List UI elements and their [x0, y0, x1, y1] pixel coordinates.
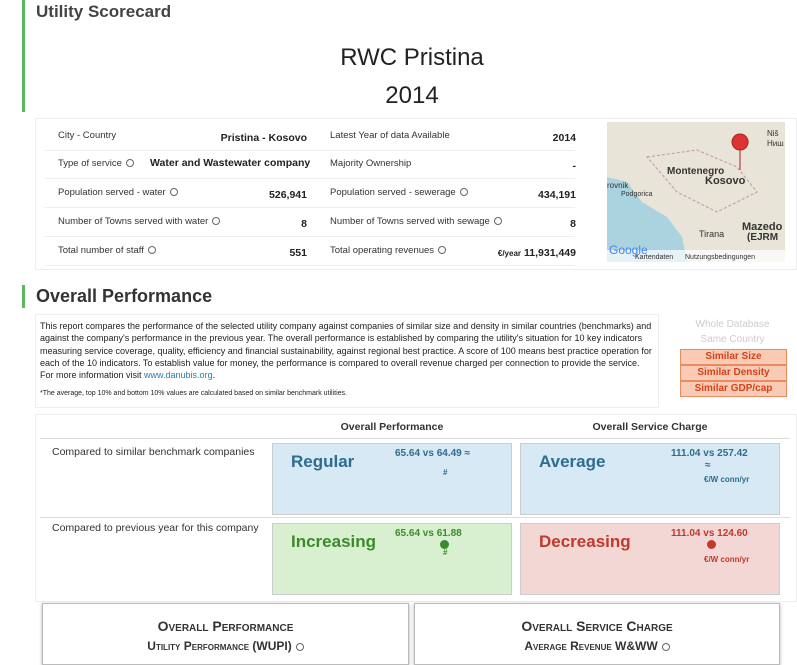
sign: ≈	[705, 460, 711, 471]
card-subtitle-text: Utility Performance (WUPI)	[147, 639, 291, 653]
info-icon[interactable]	[438, 246, 446, 254]
info-value: 434,191	[470, 189, 576, 201]
map-label: Niš	[767, 129, 779, 138]
info-value: 551	[150, 247, 307, 259]
info-label-text: Population served - sewerage	[330, 187, 456, 198]
filter-button[interactable]: Similar Size	[680, 349, 787, 365]
map-label: Ниш	[767, 139, 784, 148]
description-end: .	[213, 370, 216, 380]
filter-button[interactable]: Same Country	[680, 333, 785, 347]
card-title: Overall Service Charge	[415, 618, 779, 634]
status: Average	[539, 452, 605, 472]
result-box: Decreasing 111.04 vs 124.60 €/W conn/yr	[520, 523, 780, 595]
map-label: rovnik	[607, 181, 629, 190]
value: 8	[570, 218, 576, 230]
status: Decreasing	[539, 532, 631, 552]
values: 111.04 vs 257.42	[671, 448, 748, 459]
info-icon[interactable]	[662, 643, 670, 651]
values: 65.64 vs 64.49 ≈	[395, 448, 470, 459]
info-label-text: Type of service	[58, 158, 122, 169]
info-value: 8	[150, 218, 307, 230]
row-label: Compared to previous year for this compa…	[52, 522, 259, 534]
trend-icon	[707, 540, 716, 549]
description: This report compares the performance of …	[40, 320, 652, 381]
info-value: 526,941	[150, 189, 307, 201]
info-icon[interactable]	[460, 188, 468, 196]
info-icon[interactable]	[126, 159, 134, 167]
card[interactable]: Overall Performance Utility Performance (…	[42, 603, 409, 665]
value: -	[573, 160, 577, 172]
status: Regular	[291, 452, 354, 472]
info-value: 2014	[470, 132, 576, 144]
accent-bar	[22, 285, 25, 308]
info-value: -	[470, 160, 576, 172]
card-subtitle: Utility Performance (WUPI)	[43, 639, 408, 653]
filter-button[interactable]: Similar Density	[680, 365, 787, 381]
value: 2014	[553, 132, 576, 144]
info-label: Total operating revenues	[330, 245, 446, 256]
value: 11,931,449	[524, 247, 576, 259]
divider	[40, 438, 790, 439]
value: 434,191	[538, 189, 576, 201]
unit: €/W conn/yr	[704, 475, 749, 484]
info-label-text: Latest Year of data Available	[330, 130, 450, 141]
info-value: Pristina - Kosovo	[150, 132, 307, 144]
info-label: Total number of staff	[58, 245, 156, 256]
utility-name: RWC Pristina	[0, 44, 797, 72]
map-label: Nutzungsbedingungen	[685, 254, 755, 261]
info-label-text: Majority Ownership	[330, 158, 411, 169]
map-label: Kartendaten	[635, 254, 673, 261]
card[interactable]: Overall Service Charge Average Revenue W&…	[414, 603, 780, 665]
description-text: This report compares the performance of …	[40, 321, 652, 380]
performance-title: Overall Performance	[36, 286, 212, 307]
info-label: Latest Year of data Available	[330, 130, 450, 141]
page: {"header":{"section":"Utility Scorecard"…	[0, 0, 797, 652]
status: Increasing	[291, 532, 376, 552]
map-label: (EJRM	[747, 232, 778, 243]
info-label-text: Total operating revenues	[330, 245, 434, 256]
unit: #	[443, 468, 447, 477]
result-box: Average 111.04 vs 257.42≈ €/W conn/yr	[520, 443, 780, 515]
info-label-text: City - Country	[58, 130, 116, 141]
info-label: Population served - sewerage	[330, 187, 468, 198]
divider	[40, 517, 790, 518]
map-label: Kosovo	[705, 175, 746, 187]
info-value: 8	[470, 218, 576, 230]
values: 111.04 vs 124.60	[671, 528, 748, 539]
info-value: Water and Wastewater company	[150, 157, 307, 169]
link[interactable]: www.danubis.org	[144, 370, 213, 380]
page-body: Utility Scorecard RWC Pristina 2014 NišН…	[0, 0, 797, 652]
map-label: Tirana	[699, 229, 724, 239]
info-label-text: Number of Towns served with sewage	[330, 216, 490, 227]
column-header: Overall Performance	[272, 421, 512, 433]
result-box: Regular 65.64 vs 64.49 ≈ #	[272, 443, 512, 515]
card-subtitle-text: Average Revenue W&WW	[524, 639, 657, 653]
info-icon[interactable]	[296, 643, 304, 651]
card-title: Overall Performance	[43, 618, 408, 634]
result-box: Increasing 65.64 vs 61.88 #	[272, 523, 512, 595]
info-label-text: Total number of staff	[58, 245, 144, 256]
row-label: Compared to similar benchmark companies	[52, 446, 255, 458]
unit: €/W conn/yr	[704, 555, 749, 564]
info-label: Type of service	[58, 158, 134, 169]
map[interactable]: NišНишMontenegroKosovoPodgoricarovnikTir…	[607, 122, 785, 262]
info-label: Majority Ownership	[330, 158, 411, 169]
section-title: Utility Scorecard	[36, 2, 171, 22]
year: 2014	[0, 82, 797, 110]
map-label: Podgorica	[621, 191, 653, 198]
card-subtitle: Average Revenue W&WW	[415, 639, 779, 653]
unit: #	[443, 548, 447, 557]
footnote: *The average, top 10% and bottom 10% val…	[40, 390, 347, 397]
column-header: Overall Service Charge	[520, 421, 780, 433]
values: 65.64 vs 61.88	[395, 528, 462, 539]
unit: €/year	[498, 249, 521, 258]
info-label: City - Country	[58, 130, 116, 141]
filter-button[interactable]: Similar GDP/cap	[680, 381, 787, 397]
filter-button[interactable]: Whole Database	[680, 318, 785, 332]
